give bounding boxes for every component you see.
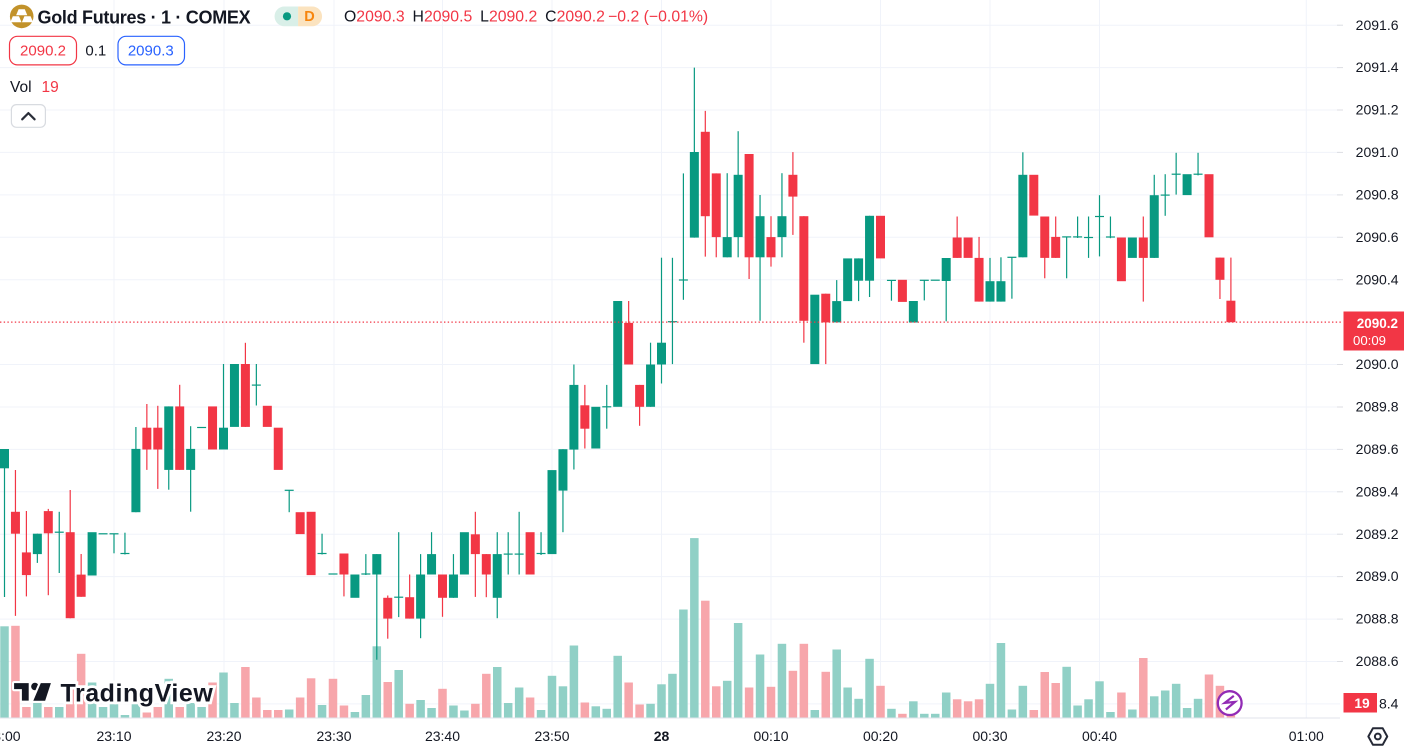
svg-text:23:00: 23:00 [0, 728, 21, 744]
svg-text:2090.2: 2090.2 [1357, 316, 1398, 331]
svg-text:8.4: 8.4 [1379, 696, 1399, 712]
svg-text:2089.6: 2089.6 [1356, 441, 1399, 457]
svg-text:2091.0: 2091.0 [1356, 144, 1399, 160]
svg-text:23:20: 23:20 [206, 728, 241, 744]
svg-text:2091.4: 2091.4 [1356, 59, 1399, 75]
svg-text:2089.8: 2089.8 [1356, 399, 1399, 415]
svg-text:01:00: 01:00 [1289, 728, 1324, 744]
svg-text:2090.3: 2090.3 [128, 43, 174, 60]
svg-text:2090.8: 2090.8 [1356, 187, 1399, 203]
svg-text:28: 28 [654, 728, 670, 744]
svg-text:2090.6: 2090.6 [1356, 229, 1399, 245]
svg-text:2089.2: 2089.2 [1356, 526, 1399, 542]
svg-text:2089.4: 2089.4 [1356, 483, 1399, 499]
svg-text:TradingView: TradingView [61, 679, 214, 707]
svg-text:2089.0: 2089.0 [1356, 568, 1399, 584]
svg-text:O2090.3 H2090.5 L2090.2 C2090.: O2090.3 H2090.5 L2090.2 C2090.2 −0.2 (−0… [344, 8, 708, 25]
svg-text:2091.2: 2091.2 [1356, 102, 1399, 118]
svg-text:23:50: 23:50 [534, 728, 569, 744]
svg-text:00:09: 00:09 [1353, 333, 1386, 348]
svg-text:23:10: 23:10 [96, 728, 131, 744]
svg-text:00:20: 00:20 [863, 728, 898, 744]
svg-text:Gold Futures · 1 · COMEX: Gold Futures · 1 · COMEX [38, 8, 251, 28]
svg-text:00:10: 00:10 [753, 728, 788, 744]
svg-text:2091.6: 2091.6 [1356, 17, 1399, 33]
svg-text:23:30: 23:30 [316, 728, 351, 744]
svg-text:2088.8: 2088.8 [1356, 611, 1399, 627]
svg-text:Vol: Vol [10, 79, 32, 96]
svg-text:23:40: 23:40 [425, 728, 460, 744]
svg-text:00:30: 00:30 [972, 728, 1007, 744]
svg-text:2088.6: 2088.6 [1356, 653, 1399, 669]
svg-text:19: 19 [42, 79, 59, 96]
svg-text:0.1: 0.1 [85, 43, 106, 60]
svg-text:2090.4: 2090.4 [1356, 271, 1399, 287]
svg-text:D: D [304, 9, 314, 25]
svg-text:19: 19 [1354, 696, 1370, 711]
svg-text:2090.2: 2090.2 [20, 43, 66, 60]
svg-text:2090.0: 2090.0 [1356, 356, 1399, 372]
svg-text:00:40: 00:40 [1082, 728, 1117, 744]
